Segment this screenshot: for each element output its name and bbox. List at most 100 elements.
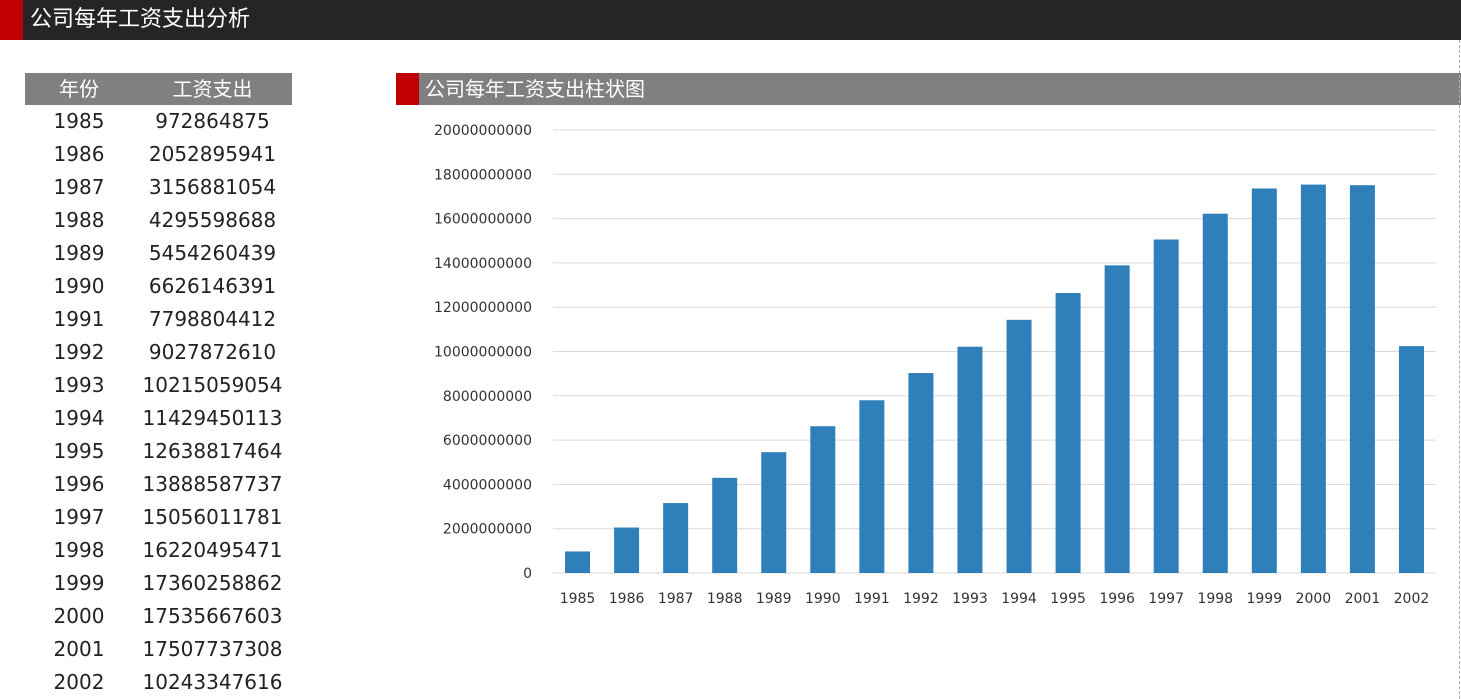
- x-tick-label: 1988: [707, 591, 743, 607]
- cell-value: 3156881054: [148, 175, 277, 199]
- table-row: 1993 10215059054: [25, 369, 292, 402]
- table-row: 1998 16220495471: [25, 534, 292, 567]
- x-tick-label: 1994: [1001, 591, 1037, 607]
- cell-value: 11429450113: [142, 406, 283, 430]
- bar-1995: [1055, 293, 1081, 573]
- header-accent: [0, 0, 23, 40]
- cell-value: 17535667603: [142, 604, 283, 628]
- bar-1986: [614, 527, 640, 573]
- page-title: 公司每年工资支出分析: [30, 7, 251, 32]
- x-tick-label: 1999: [1246, 591, 1282, 607]
- bar-1989: [761, 452, 787, 573]
- cell-year: 2002: [53, 670, 105, 694]
- cell-value: 17507737308: [142, 637, 283, 661]
- table-body: 1985 972864875 1986 2052895941 1987 315688105…: [25, 105, 292, 699]
- cell-value: 5454260439: [148, 241, 277, 265]
- bar-1988: [712, 477, 738, 573]
- x-tick-label: 1991: [854, 591, 890, 607]
- cell-value: 10215059054: [142, 373, 283, 397]
- chart-title-bar: 公司每年工资支出柱状图: [396, 73, 1461, 105]
- bar-2000: [1300, 184, 1326, 573]
- x-tick-label: 1998: [1197, 591, 1233, 607]
- table-row: 1991 7798804412: [25, 303, 292, 336]
- x-tick-label: 2001: [1345, 591, 1381, 607]
- data-table: 年份 工资支出 1985 972864875 1986 2052895941 1987 3…: [25, 73, 292, 699]
- column-header-year: 年份: [59, 77, 99, 101]
- cell-year: 1994: [53, 406, 105, 430]
- cell-year: 1992: [53, 340, 105, 364]
- x-tick-label: 1985: [560, 591, 596, 607]
- bar-1998: [1202, 213, 1228, 573]
- cell-year: 1998: [53, 538, 105, 562]
- cell-year: 1986: [53, 142, 105, 166]
- bar-1993: [957, 346, 983, 573]
- bar-2002: [1398, 346, 1424, 573]
- x-tick-label: 2002: [1394, 591, 1430, 607]
- chart-title: 公司每年工资支出柱状图: [425, 77, 645, 101]
- cell-value: 15056011781: [142, 505, 283, 529]
- cell-year: 1987: [53, 175, 105, 199]
- table-row: 1985 972864875: [25, 105, 292, 138]
- cell-value: 7798804412: [148, 307, 277, 331]
- bar-1996: [1104, 265, 1130, 573]
- cell-value: 16220495471: [142, 538, 283, 562]
- y-tick-label: 2000000000: [443, 522, 532, 538]
- x-tick-label: 1989: [756, 591, 792, 607]
- x-tick-label: 1993: [952, 591, 988, 607]
- cell-year: 1989: [53, 241, 105, 265]
- bar-1987: [663, 503, 689, 573]
- cell-year: 1988: [53, 208, 105, 232]
- table-row: 1999 17360258862: [25, 567, 292, 600]
- y-tick-label: 14000000000: [434, 256, 532, 272]
- y-tick-label: 4000000000: [443, 477, 532, 493]
- bar-1991: [859, 400, 885, 573]
- bar-1999: [1251, 188, 1277, 573]
- cell-year: 2000: [53, 604, 105, 628]
- table-row: 2000 17535667603: [25, 600, 292, 633]
- table-row: 1990 6626146391: [25, 270, 292, 303]
- bar-1992: [908, 373, 934, 573]
- table-row: 1986 2052895941: [25, 138, 292, 171]
- bar-1990: [810, 426, 836, 573]
- cell-year: 2001: [53, 637, 105, 661]
- x-tick-label: 1990: [805, 591, 841, 607]
- bar-2001: [1349, 185, 1375, 573]
- table-row: 1992 9027872610: [25, 336, 292, 369]
- x-tick-label: 1987: [658, 591, 694, 607]
- page-header: 公司每年工资支出分析: [0, 0, 1461, 40]
- x-tick-label: 1986: [609, 591, 645, 607]
- cell-year: 1999: [53, 571, 105, 595]
- bar-1985: [565, 551, 591, 573]
- cell-value: 972864875: [155, 109, 270, 133]
- y-tick-label: 12000000000: [434, 300, 532, 316]
- page-break-line: [1459, 40, 1460, 699]
- cell-year: 1995: [53, 439, 105, 463]
- x-tick-label: 1996: [1099, 591, 1135, 607]
- cell-value: 12638817464: [142, 439, 283, 463]
- cell-value: 9027872610: [148, 340, 277, 364]
- table-row: 1989 5454260439: [25, 237, 292, 270]
- x-tick-label: 1995: [1050, 591, 1086, 607]
- x-tick-label: 1992: [903, 591, 939, 607]
- table-row: 1997 15056011781: [25, 501, 292, 534]
- cell-year: 1997: [53, 505, 105, 529]
- y-tick-label: 6000000000: [443, 433, 532, 449]
- cell-value: 6626146391: [148, 274, 277, 298]
- table-row: 1995 12638817464: [25, 435, 292, 468]
- column-header-value: 工资支出: [172, 77, 253, 101]
- table-row: 2002 10243347616: [25, 666, 292, 699]
- cell-value: 10243347616: [142, 670, 283, 694]
- bar-1997: [1153, 239, 1179, 573]
- y-tick-label: 16000000000: [434, 212, 532, 228]
- table-row: 2001 17507737308: [25, 633, 292, 666]
- cell-value: 13888587737: [142, 472, 283, 496]
- cell-year: 1991: [53, 307, 105, 331]
- cell-year: 1985: [53, 109, 105, 133]
- y-tick-label: 20000000000: [434, 123, 532, 139]
- cell-value: 17360258862: [142, 571, 283, 595]
- y-tick-label: 8000000000: [443, 389, 532, 405]
- x-tick-label: 2000: [1296, 591, 1332, 607]
- bar-1994: [1006, 319, 1032, 573]
- cell-year: 1990: [53, 274, 105, 298]
- cell-year: 1993: [53, 373, 105, 397]
